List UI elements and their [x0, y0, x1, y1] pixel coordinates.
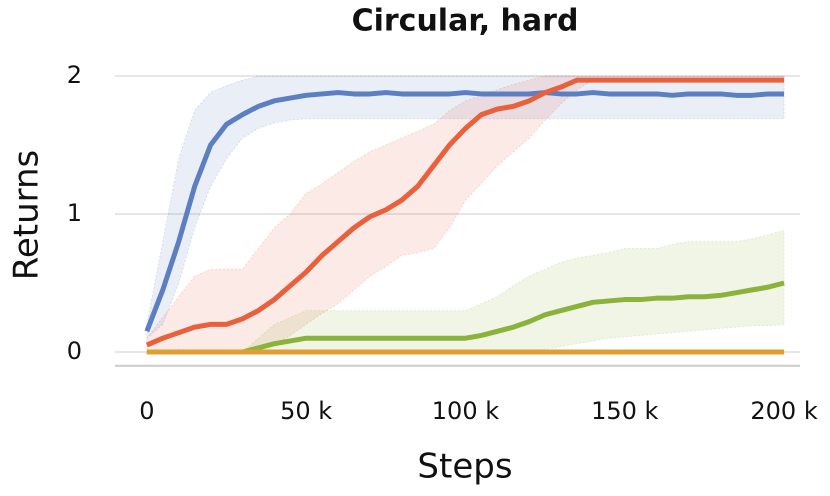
series-line	[146, 280, 785, 355]
confidence-band	[146, 229, 785, 353]
x-axis-label: Steps	[417, 447, 512, 487]
series-line	[144, 90, 785, 333]
y-tick-label: 1	[67, 199, 82, 227]
y-tick-label: 2	[67, 61, 82, 89]
x-tick-label: 100 k	[432, 397, 499, 425]
x-tick-label: 150 k	[591, 397, 658, 425]
x-tick-label: 0	[139, 397, 154, 425]
x-tick-label: 200 k	[750, 397, 817, 425]
confidence-band	[146, 75, 785, 340]
y-tick-label: 0	[67, 337, 82, 365]
x-tick-label: 50 k	[280, 397, 332, 425]
confidence-band	[146, 75, 785, 353]
series-line	[145, 77, 785, 348]
y-axis-label: Returns	[7, 150, 47, 281]
chart-title: Circular, hard	[352, 4, 579, 39]
